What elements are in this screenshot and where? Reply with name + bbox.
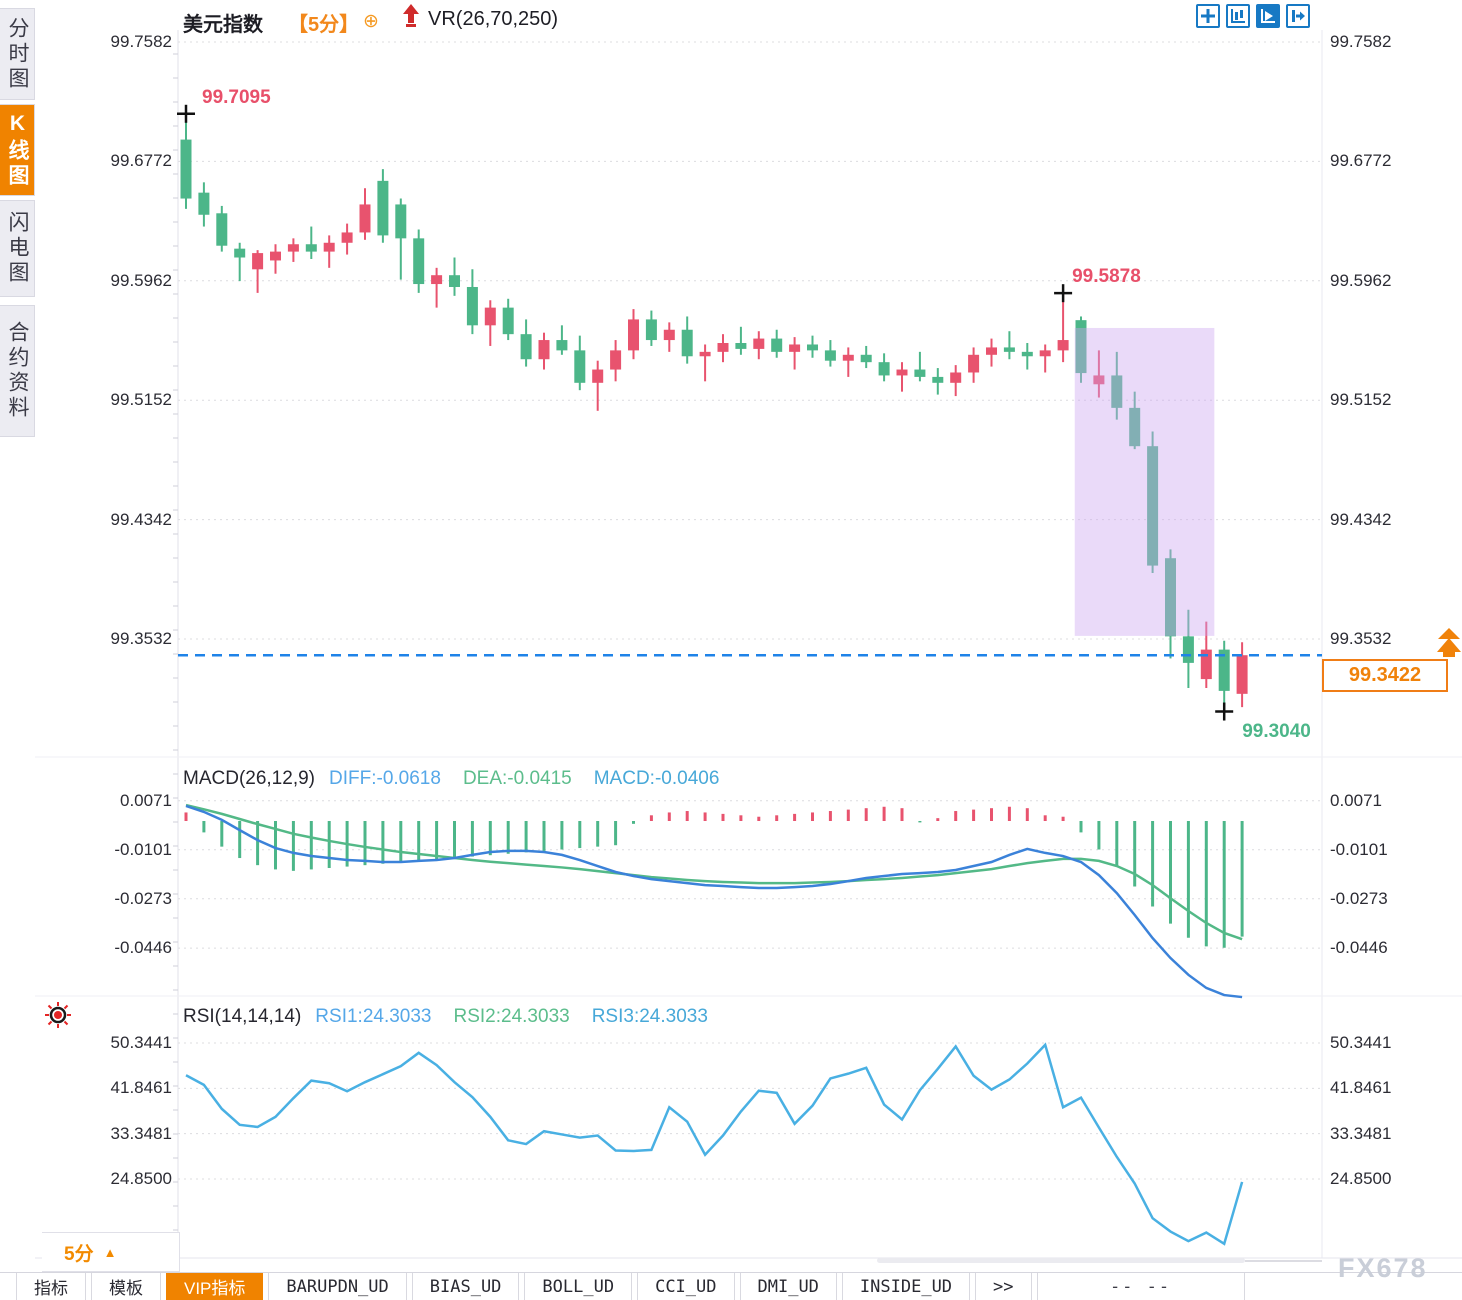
- marked-high-label: 99.7095: [202, 86, 271, 108]
- exit-panel-icon[interactable]: [1286, 4, 1310, 28]
- instrument-title: 美元指数: [183, 14, 263, 36]
- rsi2-value: RSI2:24.3033: [453, 1006, 570, 1027]
- axis-label: 99.5152: [1330, 390, 1392, 410]
- indicator-tab-模板[interactable]: 模板: [91, 1273, 161, 1300]
- sidebar-tab-合约资料[interactable]: 合约资料: [0, 305, 35, 437]
- axis-label: 99.6772: [1330, 151, 1392, 171]
- axis-label: 99.3532: [110, 628, 172, 648]
- axis-label: -0.0446: [1330, 938, 1388, 958]
- indicator-tab-指标[interactable]: 指标: [16, 1273, 86, 1300]
- period-selector-label: 5分: [64, 1243, 94, 1265]
- vr-indicator-label: VR(26,70,250): [428, 8, 559, 30]
- axis-label: 33.3481: [110, 1123, 172, 1143]
- axis-play-icon[interactable]: [1256, 4, 1280, 28]
- axis-label: -0.0101: [1330, 839, 1388, 859]
- rsi1-value: RSI1:24.3033: [315, 1006, 432, 1027]
- axis-label: 99.6772: [110, 151, 172, 171]
- swing-high-label: 99.5878: [1072, 266, 1141, 288]
- axis-label: 99.4342: [110, 509, 172, 529]
- macd-macd-value: MACD:-0.0406: [593, 768, 720, 789]
- axis-label: 99.3532: [1330, 628, 1392, 648]
- price-up-arrow-icon: [1436, 628, 1462, 658]
- macd-dea-value: DEA:-0.0415: [462, 768, 572, 789]
- axis-label: 33.3481: [1330, 1123, 1392, 1143]
- move-crosshair-icon[interactable]: [1196, 4, 1220, 28]
- scrollbar-track-line: [1245, 1260, 1322, 1262]
- current-price-tag: 99.3422: [1322, 659, 1448, 693]
- axis-candles-icon[interactable]: [1226, 4, 1250, 28]
- axis-label: 99.5962: [110, 270, 172, 290]
- axis-label: 0.0071: [120, 790, 172, 810]
- indicator-tab->>[interactable]: >>: [975, 1273, 1032, 1300]
- axis-label: 50.3441: [110, 1033, 172, 1052]
- period-tag: 【5分】: [288, 14, 360, 36]
- indicator-tab-DMI_UD[interactable]: DMI_UD: [739, 1273, 837, 1300]
- sidebar-tab-K线图[interactable]: K线图: [0, 104, 35, 196]
- rsi3-value: RSI3:24.3033: [591, 1006, 708, 1027]
- axis-label: -0.0273: [1330, 888, 1388, 908]
- macd-diff-value: DIFF:-0.0618: [329, 768, 441, 789]
- period-selector-arrow: ▲: [103, 1244, 117, 1260]
- axis-label: -0.0446: [114, 938, 172, 958]
- indicator-tab-CCI_UD[interactable]: CCI_UD: [637, 1273, 735, 1300]
- circle-plus-icon[interactable]: ⊕: [363, 11, 379, 32]
- indicator-tab-VIP指标[interactable]: VIP指标: [166, 1273, 264, 1300]
- sidebar-tab-分时图[interactable]: 分时图: [0, 8, 35, 100]
- indicator-tab-BARUPDN_UD[interactable]: BARUPDN_UD: [268, 1273, 407, 1300]
- axis-label: 99.7582: [1330, 32, 1392, 51]
- marked-low-label: 99.3040: [1242, 720, 1311, 742]
- macd-header: MACD(26,12,9) DIFF:-0.0618 DEA:-0.0415 MACD…: [183, 768, 719, 790]
- period-selector[interactable]: 5分 ▲: [42, 1232, 180, 1272]
- indicator-tab-empty: -- --: [1036, 1273, 1245, 1300]
- axis-label: -0.0273: [114, 888, 172, 908]
- chart-canvas[interactable]: [0, 0, 1462, 1262]
- rsi-title: RSI(14,14,14): [183, 1006, 302, 1027]
- axis-label: 50.3441: [1330, 1033, 1392, 1052]
- horizontal-scrollbar[interactable]: [877, 1258, 1245, 1263]
- axis-label: -0.0101: [114, 839, 172, 859]
- axis-label: 24.8500: [1330, 1168, 1392, 1188]
- indicator-tab-INSIDE_UD[interactable]: INSIDE_UD: [841, 1273, 971, 1300]
- indicator-tabbar: 指标 模板 VIP指标 BARUPDN_UD BIAS_UD BOLL_UD CCI_UD D…: [0, 1272, 1462, 1300]
- macd-title: MACD(26,12,9): [183, 768, 315, 789]
- axis-label: 99.7582: [110, 32, 172, 51]
- axis-label: 99.4342: [1330, 509, 1392, 529]
- chart-toolbar: [1196, 4, 1310, 28]
- axis-label: 99.5152: [110, 390, 172, 410]
- up-arrow-icon: [400, 3, 422, 34]
- sidebar: 分时图 K线图闪电图合约资料: [0, 0, 35, 1268]
- axis-label: 41.8461: [110, 1078, 172, 1098]
- axis-label: 41.8461: [1330, 1078, 1392, 1098]
- axis-label: 0.0071: [1330, 790, 1382, 810]
- sidebar-tab-闪电图[interactable]: 闪电图: [0, 200, 35, 297]
- indicator-tab-BOLL_UD[interactable]: BOLL_UD: [524, 1273, 633, 1300]
- indicator-tab-BIAS_UD[interactable]: BIAS_UD: [411, 1273, 520, 1300]
- sun-icon: [44, 1001, 72, 1034]
- axis-label: 99.5962: [1330, 270, 1392, 290]
- rsi-header: RSI(14,14,14) RSI1:24.3033 RSI2:24.3033 RSI…: [183, 1006, 708, 1028]
- axis-label: 24.8500: [110, 1168, 172, 1188]
- watermark: FX678: [1338, 1253, 1428, 1283]
